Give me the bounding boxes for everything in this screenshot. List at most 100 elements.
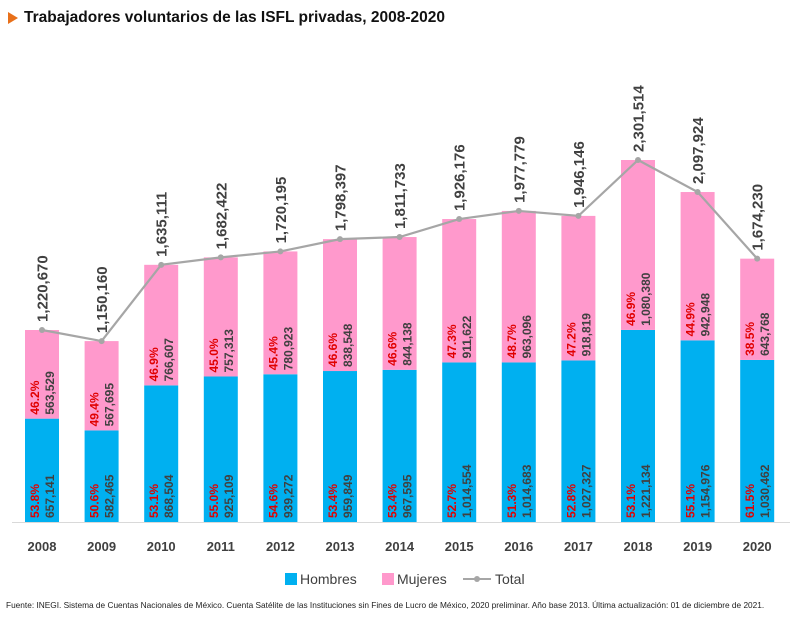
triangle-bullet-icon xyxy=(8,12,18,24)
x-tick-label-2009: 2009 xyxy=(87,539,116,554)
bar-mujeres-2013 xyxy=(323,239,357,372)
x-tick-label-2008: 2008 xyxy=(28,539,57,554)
pct-label-hombres-2011: 55.0% xyxy=(207,484,221,518)
value-label-hombres-2011: 925,109 xyxy=(222,474,236,518)
bar-mujeres-2012 xyxy=(263,251,298,375)
value-label-hombres-2008: 657,141 xyxy=(43,474,57,518)
pct-label-hombres-2019: 55.1% xyxy=(684,484,698,518)
total-point-2013 xyxy=(337,236,343,243)
bar-mujeres-2016 xyxy=(501,210,536,363)
bar-mujeres-2015 xyxy=(442,219,477,363)
x-tick-label-2019: 2019 xyxy=(683,539,712,554)
pct-label-mujeres-2016: 48.7% xyxy=(505,324,519,358)
value-label-hombres-2018: 1,221,134 xyxy=(639,464,653,518)
chart-title: Trabajadores voluntarios de las ISFL pri… xyxy=(8,9,445,27)
total-label-2013: 1,798,397 xyxy=(333,164,350,231)
pct-label-mujeres-2020: 38.5% xyxy=(743,322,757,356)
bar-hombres-2017 xyxy=(561,360,596,522)
legend-label-total: Total xyxy=(495,571,525,587)
total-label-2014: 1,811,733 xyxy=(392,163,409,229)
x-tick-label-2015: 2015 xyxy=(445,539,474,554)
total-point-2018 xyxy=(635,157,641,163)
x-tick-label-2020: 2020 xyxy=(743,539,772,554)
bar-mujeres-2009 xyxy=(84,341,119,431)
pct-label-mujeres-2015: 47.3% xyxy=(445,324,459,358)
bar-hombres-2009 xyxy=(84,430,119,522)
pct-label-hombres-2009: 50.6% xyxy=(88,484,102,518)
bar-hombres-2008 xyxy=(25,418,59,522)
value-label-mujeres-2020: 643,768 xyxy=(758,312,772,356)
value-label-hombres-2009: 582,465 xyxy=(103,474,117,518)
pct-label-mujeres-2009: 49.4% xyxy=(88,392,102,426)
bar-mujeres-2008 xyxy=(25,330,59,419)
pct-label-hombres-2015: 52.7% xyxy=(445,484,459,518)
pct-label-mujeres-2019: 44.9% xyxy=(684,302,698,336)
bar-hombres-2020 xyxy=(740,359,775,522)
value-label-mujeres-2010: 766,607 xyxy=(162,338,176,382)
bar-hombres-2019 xyxy=(680,340,715,522)
x-tick-label-2011: 2011 xyxy=(207,539,235,554)
pct-label-mujeres-2018: 46.9% xyxy=(624,292,638,326)
total-point-2008 xyxy=(39,327,45,334)
legend-label-hombres: Hombres xyxy=(300,571,357,587)
bar-hombres-2018 xyxy=(621,329,655,522)
x-tick-label-2012: 2012 xyxy=(266,539,295,554)
pct-label-hombres-2008: 53.8% xyxy=(28,484,42,518)
value-label-hombres-2012: 939,272 xyxy=(281,474,295,518)
total-label-2017: 1,946,146 xyxy=(571,141,588,208)
total-label-2019: 2,097,924 xyxy=(690,117,707,184)
value-label-hombres-2017: 1,027,327 xyxy=(579,464,593,518)
chart-title-text: Trabajadores voluntarios de las ISFL pri… xyxy=(24,9,445,26)
x-tick-label-2016: 2016 xyxy=(504,539,533,554)
bar-mujeres-2017 xyxy=(561,215,596,361)
bar-hombres-2014 xyxy=(382,369,417,522)
total-point-2015 xyxy=(456,216,463,223)
value-label-mujeres-2012: 780,923 xyxy=(281,327,295,371)
legend-swatch-mujeres xyxy=(382,573,394,585)
legend-swatch-hombres xyxy=(285,573,297,585)
total-label-2015: 1,926,176 xyxy=(452,144,469,211)
bar-mujeres-2018 xyxy=(621,160,655,330)
value-label-mujeres-2011: 757,313 xyxy=(222,329,236,373)
value-label-mujeres-2015: 911,622 xyxy=(460,315,474,358)
legend-label-mujeres: Mujeres xyxy=(397,571,447,587)
stacked-bar-chart: 2008 53.8% 657,141 46.2% 563,529 2009 50.6% 582… xyxy=(12,85,790,587)
bar-mujeres-2010 xyxy=(144,264,179,386)
total-point-2010 xyxy=(158,261,165,268)
bar-hombres-2010 xyxy=(144,385,179,522)
value-label-mujeres-2019: 942,948 xyxy=(699,293,713,337)
pct-label-mujeres-2017: 47.2% xyxy=(564,322,578,356)
pct-label-hombres-2016: 51.3% xyxy=(505,484,519,518)
pct-label-mujeres-2012: 45.4% xyxy=(266,336,280,370)
value-label-hombres-2010: 868,504 xyxy=(162,474,176,518)
pct-label-hombres-2012: 54.6% xyxy=(266,484,280,518)
total-label-2020: 1,674,230 xyxy=(750,184,767,251)
value-label-mujeres-2014: 844,138 xyxy=(401,322,415,366)
value-label-hombres-2013: 959,849 xyxy=(341,474,355,518)
value-label-hombres-2015: 1,014,554 xyxy=(460,464,474,518)
value-label-mujeres-2018: 1,080,380 xyxy=(639,272,653,326)
pct-label-hombres-2017: 52.8% xyxy=(564,484,578,518)
bar-mujeres-2020 xyxy=(740,258,775,360)
bar-mujeres-2019 xyxy=(680,192,715,341)
total-label-2012: 1,720,195 xyxy=(273,177,290,244)
value-label-mujeres-2008: 563,529 xyxy=(43,371,57,415)
total-label-2009: 1,150,160 xyxy=(94,266,111,333)
value-label-hombres-2019: 1,154,976 xyxy=(699,464,713,518)
pct-label-hombres-2020: 61.5% xyxy=(743,484,757,518)
bar-hombres-2011 xyxy=(203,376,238,522)
bar-hombres-2013 xyxy=(323,371,357,522)
value-label-mujeres-2009: 567,695 xyxy=(103,383,117,427)
value-label-hombres-2014: 967,595 xyxy=(401,474,415,518)
x-tick-label-2014: 2014 xyxy=(385,539,415,554)
value-label-hombres-2020: 1,030,462 xyxy=(758,464,772,518)
total-point-2020 xyxy=(754,255,761,262)
total-label-2018: 2,301,514 xyxy=(631,85,648,152)
x-tick-label-2017: 2017 xyxy=(564,539,593,554)
x-tick-label-2018: 2018 xyxy=(624,539,653,554)
total-point-2016 xyxy=(515,207,522,214)
total-label-2010: 1,635,111 xyxy=(154,192,171,257)
pct-label-mujeres-2010: 46.9% xyxy=(147,347,161,381)
value-label-mujeres-2017: 918,819 xyxy=(579,313,593,357)
pct-label-hombres-2010: 53.1% xyxy=(147,484,161,518)
